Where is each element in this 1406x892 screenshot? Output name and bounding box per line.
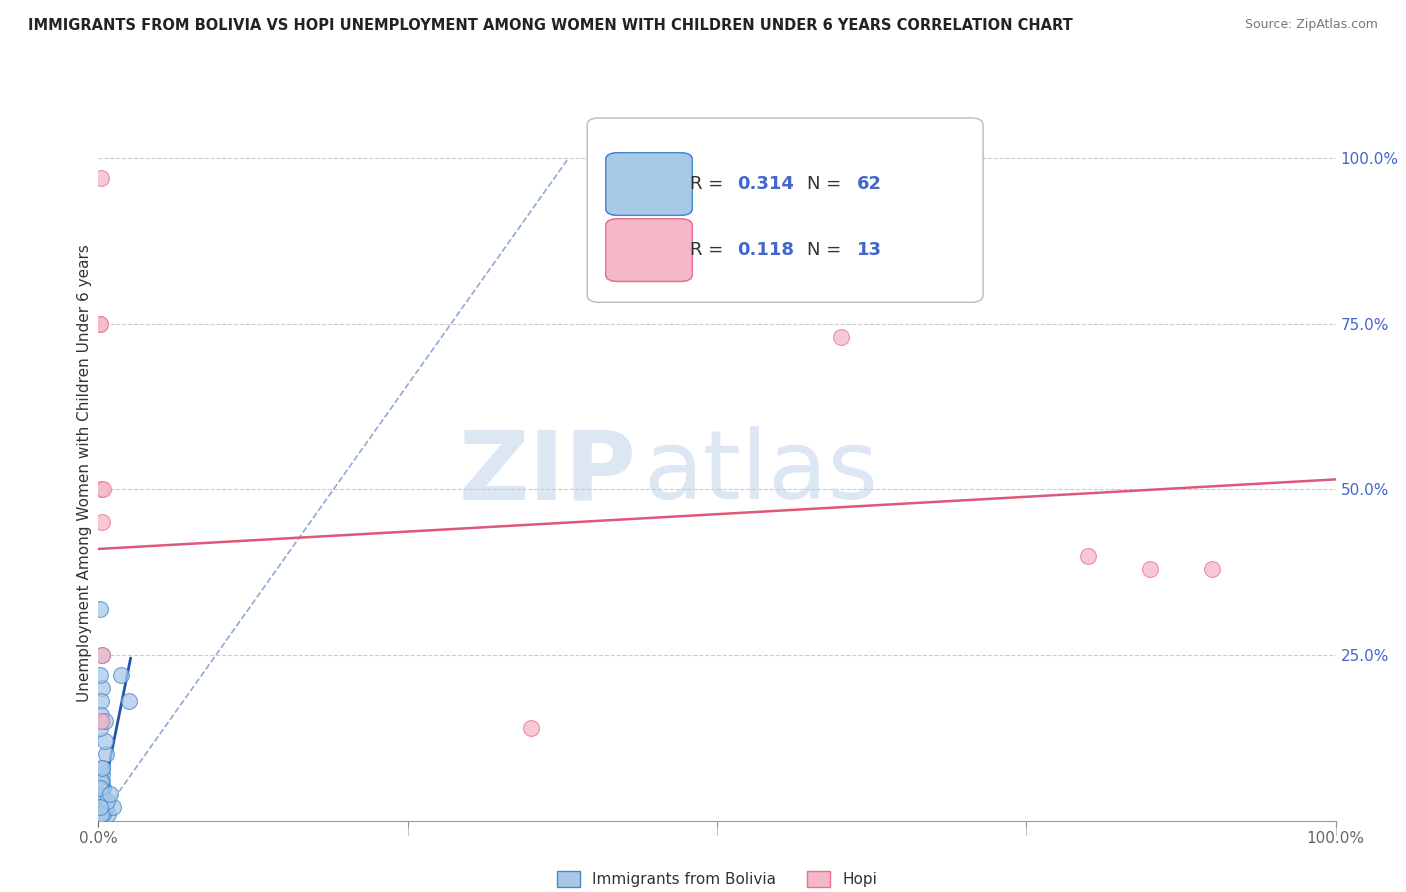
Point xyxy=(90,714,112,729)
Point xyxy=(89,794,111,808)
Text: N =: N = xyxy=(807,175,848,193)
Point xyxy=(830,330,852,344)
FancyBboxPatch shape xyxy=(606,219,692,282)
Point xyxy=(89,800,111,814)
Point xyxy=(89,668,111,682)
Point xyxy=(89,780,111,795)
Point xyxy=(93,714,115,729)
Point xyxy=(1201,562,1223,576)
Legend: Immigrants from Bolivia, Hopi: Immigrants from Bolivia, Hopi xyxy=(551,865,883,892)
Point xyxy=(91,807,114,822)
Point xyxy=(90,714,112,729)
Point xyxy=(90,773,112,788)
Y-axis label: Unemployment Among Women with Children Under 6 years: Unemployment Among Women with Children U… xyxy=(77,244,91,702)
Point xyxy=(90,780,112,795)
Point xyxy=(90,707,112,722)
Text: N =: N = xyxy=(807,241,848,259)
Text: 0.118: 0.118 xyxy=(737,241,794,259)
Point xyxy=(1139,562,1161,576)
Point xyxy=(90,800,112,814)
Text: IMMIGRANTS FROM BOLIVIA VS HOPI UNEMPLOYMENT AMONG WOMEN WITH CHILDREN UNDER 6 Y: IMMIGRANTS FROM BOLIVIA VS HOPI UNEMPLOY… xyxy=(28,18,1073,33)
Point xyxy=(90,807,112,822)
Point xyxy=(98,787,121,801)
Point xyxy=(91,767,114,781)
Point xyxy=(90,800,112,814)
Point xyxy=(93,794,115,808)
FancyBboxPatch shape xyxy=(588,118,983,302)
Point xyxy=(90,807,112,822)
Point xyxy=(89,807,111,822)
Point xyxy=(90,807,112,822)
Point xyxy=(89,317,111,331)
Point xyxy=(90,800,112,814)
Point xyxy=(91,648,114,662)
Text: Source: ZipAtlas.com: Source: ZipAtlas.com xyxy=(1244,18,1378,31)
FancyBboxPatch shape xyxy=(606,153,692,215)
Point xyxy=(89,794,111,808)
Point xyxy=(90,483,112,497)
Text: ZIP: ZIP xyxy=(458,426,637,519)
Point xyxy=(89,800,111,814)
Point xyxy=(91,761,114,775)
Point xyxy=(89,317,111,331)
Point xyxy=(90,794,112,808)
Point xyxy=(91,681,114,695)
Point xyxy=(89,800,111,814)
Text: 62: 62 xyxy=(856,175,882,193)
Text: 0.314: 0.314 xyxy=(737,175,794,193)
Text: atlas: atlas xyxy=(643,426,877,519)
Point xyxy=(90,170,112,185)
Point xyxy=(89,787,111,801)
Point xyxy=(118,694,141,708)
Point xyxy=(90,694,112,708)
Point xyxy=(89,807,111,822)
Point xyxy=(97,807,120,822)
Point xyxy=(90,807,112,822)
Point xyxy=(91,787,114,801)
Point xyxy=(91,648,114,662)
Point xyxy=(91,807,114,822)
Point xyxy=(89,800,111,814)
Point xyxy=(96,794,118,808)
Point xyxy=(93,780,115,795)
Point xyxy=(89,601,111,615)
Point xyxy=(89,794,111,808)
Point xyxy=(91,800,114,814)
Point xyxy=(90,787,112,801)
Point xyxy=(91,787,114,801)
Point xyxy=(90,800,112,814)
Point xyxy=(90,807,112,822)
Point xyxy=(520,721,543,735)
Point xyxy=(91,773,114,788)
Point xyxy=(91,761,114,775)
Point xyxy=(94,747,117,762)
Point xyxy=(93,780,115,795)
Point xyxy=(94,800,117,814)
Point xyxy=(91,800,114,814)
Point xyxy=(89,794,111,808)
Text: R =: R = xyxy=(690,175,728,193)
Point xyxy=(89,800,111,814)
Point xyxy=(89,721,111,735)
Point xyxy=(89,800,111,814)
Point xyxy=(91,516,114,530)
Point xyxy=(93,734,115,748)
Point xyxy=(89,807,111,822)
Point xyxy=(93,794,115,808)
Text: 13: 13 xyxy=(856,241,882,259)
Point xyxy=(103,800,125,814)
Point xyxy=(90,794,112,808)
Text: R =: R = xyxy=(690,241,734,259)
Point xyxy=(110,668,132,682)
Point xyxy=(93,483,115,497)
Point xyxy=(93,807,115,822)
Point xyxy=(1077,549,1099,563)
